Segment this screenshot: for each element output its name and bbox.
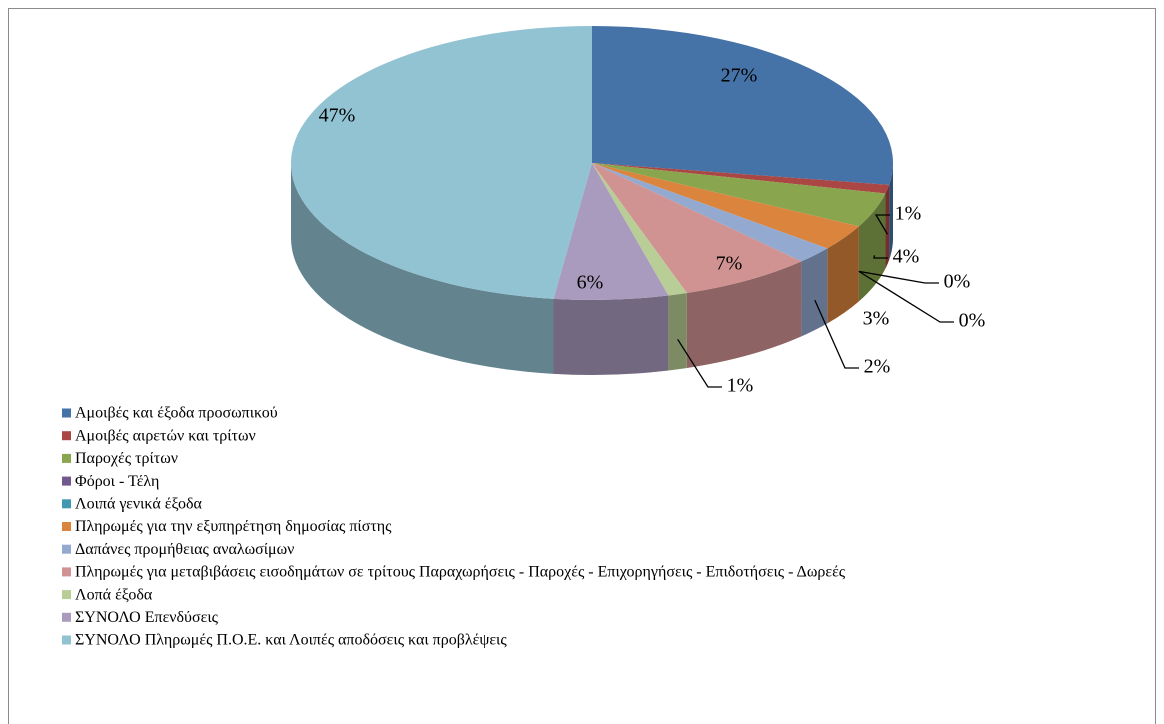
slice-side-shade (827, 226, 859, 324)
slice (553, 163, 669, 300)
slice (592, 26, 894, 185)
legend-label: Πληρωμές για την εξυπηρέτηση δημοσίας πί… (75, 518, 392, 535)
slice (290, 26, 592, 299)
data-label: 0% (959, 310, 986, 332)
slice-side-shade (801, 248, 828, 337)
data-label: 3% (863, 308, 890, 330)
slice-side (827, 226, 859, 324)
slice (592, 163, 828, 262)
slice-side (889, 163, 893, 260)
data-label: 1% (727, 375, 754, 397)
leader-line (858, 270, 939, 284)
legend-swatch (62, 544, 71, 554)
legend-label: Παροχές τρίτων (75, 450, 178, 467)
data-label: 6% (577, 272, 604, 294)
slice-side (291, 163, 554, 374)
data-label: 1% (895, 203, 922, 225)
slice-side (553, 295, 669, 376)
data-label: 4% (893, 246, 920, 268)
legend-swatch (62, 499, 71, 509)
legend-swatch (62, 567, 71, 577)
chart-frame (8, 8, 1156, 724)
leader-line (873, 255, 888, 259)
legend-swatch (62, 408, 71, 418)
slice (592, 163, 890, 194)
leader-line (814, 299, 859, 369)
legend-swatch (62, 590, 71, 600)
legend-swatch (62, 431, 71, 441)
legend-label: Αμοιβές αιρετών και τρίτων (75, 427, 256, 444)
legend-swatch (62, 635, 71, 645)
legend-label: Δαπάνες προμήθειας αναλωσίμων (75, 541, 294, 558)
slice-side (668, 293, 687, 371)
legend-label: Φόροι - Τέλη (75, 473, 159, 490)
slice (592, 163, 886, 227)
slice-side-shade (885, 184, 890, 269)
legend-label: ΣΥΝΟΛΟ Επενδύσεις (75, 609, 219, 626)
slice (592, 163, 859, 249)
legend-swatch (62, 522, 71, 531)
data-label: 2% (864, 356, 891, 378)
data-label: 0% (944, 271, 971, 293)
legend-label: Λοπά έξοδα (75, 586, 153, 603)
slice-side-shade (686, 261, 802, 369)
slice-side (686, 261, 802, 369)
data-label: 47% (319, 105, 356, 127)
leader-line (677, 338, 722, 388)
slice-side (885, 184, 890, 269)
data-label: 27% (721, 65, 758, 87)
slice-side-shade (668, 293, 687, 371)
slice-side-shade (553, 295, 669, 376)
leader-line (858, 270, 954, 323)
legend-label: Πληρωμές για μεταβιβάσεις εισοδημάτων σε… (75, 564, 846, 581)
legend-swatch (62, 453, 71, 463)
legend-swatch (62, 476, 71, 486)
slice-side-shade (291, 163, 554, 374)
legend-label: Λοιπά γενικά έξοδα (75, 495, 203, 512)
slice-side-shade (889, 163, 893, 260)
data-label: 7% (716, 253, 743, 275)
slice (592, 163, 687, 296)
slice (592, 163, 802, 294)
legend-label: Αμοιβές και έξοδα προσωπικού (75, 405, 278, 422)
leader-line (874, 214, 890, 235)
legend-swatch (62, 612, 71, 622)
legend-label: ΣΥΝΟΛΟ Πληρωμές Π.Ο.Ε. και Λοιπές αποδόσ… (75, 632, 507, 649)
